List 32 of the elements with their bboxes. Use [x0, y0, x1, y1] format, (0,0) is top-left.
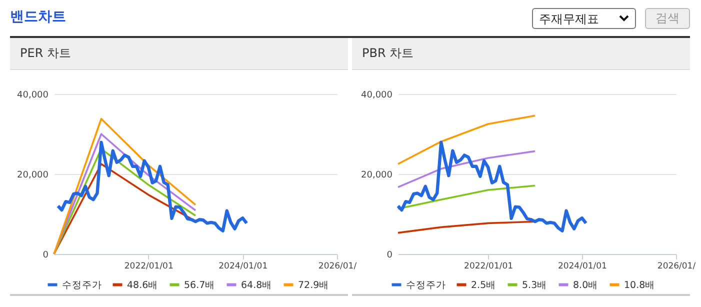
text: 밴드차트 [10, 8, 66, 26]
y-tick-label: 20,000 [17, 170, 49, 180]
line-series [56, 140, 248, 232]
y-tick-label: 40,000 [361, 90, 393, 100]
legend-label: 수정주가 [406, 280, 446, 291]
x-tick-label: 2022/01/01 [464, 262, 514, 272]
line-series [397, 184, 536, 210]
y-tick-label: 0 [386, 250, 393, 260]
legend-label: 2.5배 [471, 280, 496, 291]
x-tick-label: 2022/01/01 [124, 262, 174, 272]
x-tick-label: 2026/01/ [318, 262, 357, 272]
y-tick-label: 40,000 [17, 90, 49, 100]
line-series [397, 114, 536, 165]
y-tick-label: 0 [42, 250, 49, 260]
legend-label: 72.9배 [298, 280, 330, 291]
chart-title: PBR 차트 [352, 38, 690, 70]
line-series [397, 150, 536, 188]
y-tick-label: 20,000 [361, 170, 393, 180]
legend-label: 8.0배 [573, 280, 598, 291]
legend-label: 48.6배 [127, 280, 158, 291]
legend-label: 5.3배 [522, 280, 548, 291]
x-tick-label: 2024/01/01 [218, 262, 268, 272]
dropdown-field: 주재무제표 [532, 8, 636, 29]
line-series [396, 140, 588, 232]
chart-title: PER 차트 [10, 38, 348, 70]
search-button: 검색 [645, 8, 690, 29]
legend-label: 64.8배 [241, 280, 272, 291]
x-tick-label: 2026/01/ [657, 262, 696, 272]
legend-label: 10.8배 [624, 280, 656, 291]
legend-label: 수정주가 [62, 280, 102, 291]
x-tick-label: 2024/01/01 [558, 262, 607, 272]
legend-label: 56.7배 [184, 280, 216, 291]
